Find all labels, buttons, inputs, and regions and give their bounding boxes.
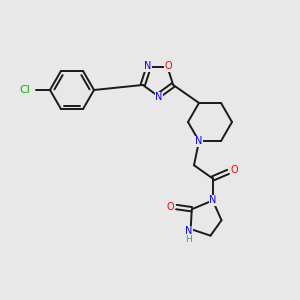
Text: N: N: [195, 136, 203, 146]
Text: N: N: [209, 196, 216, 206]
Text: O: O: [167, 202, 174, 212]
Text: O: O: [165, 61, 172, 71]
Text: N: N: [155, 92, 163, 102]
Text: N: N: [185, 226, 192, 236]
Text: H: H: [185, 235, 192, 244]
Text: O: O: [230, 165, 238, 175]
Text: Cl: Cl: [19, 85, 30, 95]
Text: N: N: [144, 61, 151, 71]
